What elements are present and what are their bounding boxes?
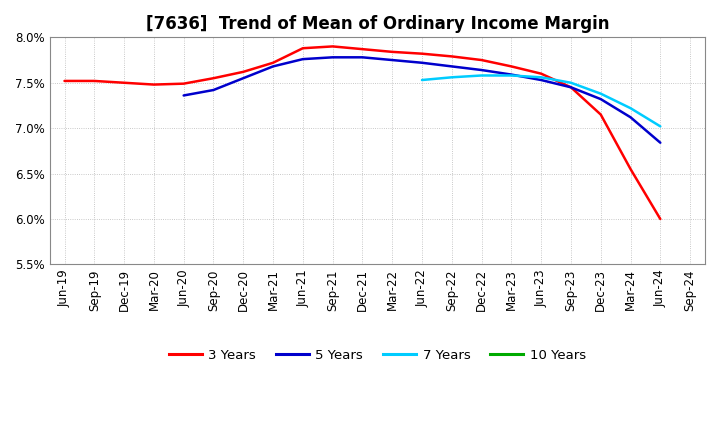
3 Years [388, 49, 397, 55]
7 Years [447, 75, 456, 80]
3 Years [447, 54, 456, 59]
3 Years [656, 216, 665, 222]
3 Years [567, 84, 575, 90]
3 Years [209, 76, 217, 81]
5 Years [179, 93, 188, 98]
3 Years [90, 78, 99, 84]
5 Years [209, 88, 217, 93]
3 Years [537, 71, 546, 76]
3 Years [239, 69, 248, 74]
3 Years [120, 80, 128, 85]
Line: 3 Years: 3 Years [65, 46, 660, 219]
3 Years [418, 51, 426, 56]
7 Years [418, 77, 426, 83]
7 Years [537, 75, 546, 80]
5 Years [477, 67, 486, 73]
5 Years [418, 60, 426, 66]
5 Years [447, 64, 456, 69]
Line: 5 Years: 5 Years [184, 57, 660, 143]
5 Years [328, 55, 337, 60]
7 Years [596, 91, 605, 96]
3 Years [507, 64, 516, 69]
7 Years [656, 124, 665, 129]
5 Years [596, 96, 605, 102]
7 Years [507, 73, 516, 78]
7 Years [626, 106, 635, 111]
3 Years [269, 60, 277, 66]
3 Years [477, 57, 486, 62]
Title: [7636]  Trend of Mean of Ordinary Income Margin: [7636] Trend of Mean of Ordinary Income … [145, 15, 609, 33]
Line: 7 Years: 7 Years [422, 76, 660, 126]
5 Years [507, 72, 516, 77]
5 Years [358, 55, 366, 60]
5 Years [299, 56, 307, 62]
7 Years [477, 73, 486, 78]
3 Years [150, 82, 158, 87]
5 Years [388, 57, 397, 62]
Legend: 3 Years, 5 Years, 7 Years, 10 Years: 3 Years, 5 Years, 7 Years, 10 Years [163, 344, 591, 367]
5 Years [269, 64, 277, 69]
5 Years [537, 77, 546, 83]
3 Years [358, 47, 366, 52]
5 Years [656, 140, 665, 145]
3 Years [60, 78, 69, 84]
3 Years [626, 166, 635, 172]
3 Years [596, 112, 605, 117]
7 Years [567, 80, 575, 85]
3 Years [328, 44, 337, 49]
5 Years [239, 76, 248, 81]
5 Years [626, 115, 635, 120]
3 Years [299, 46, 307, 51]
5 Years [567, 84, 575, 90]
3 Years [179, 81, 188, 86]
